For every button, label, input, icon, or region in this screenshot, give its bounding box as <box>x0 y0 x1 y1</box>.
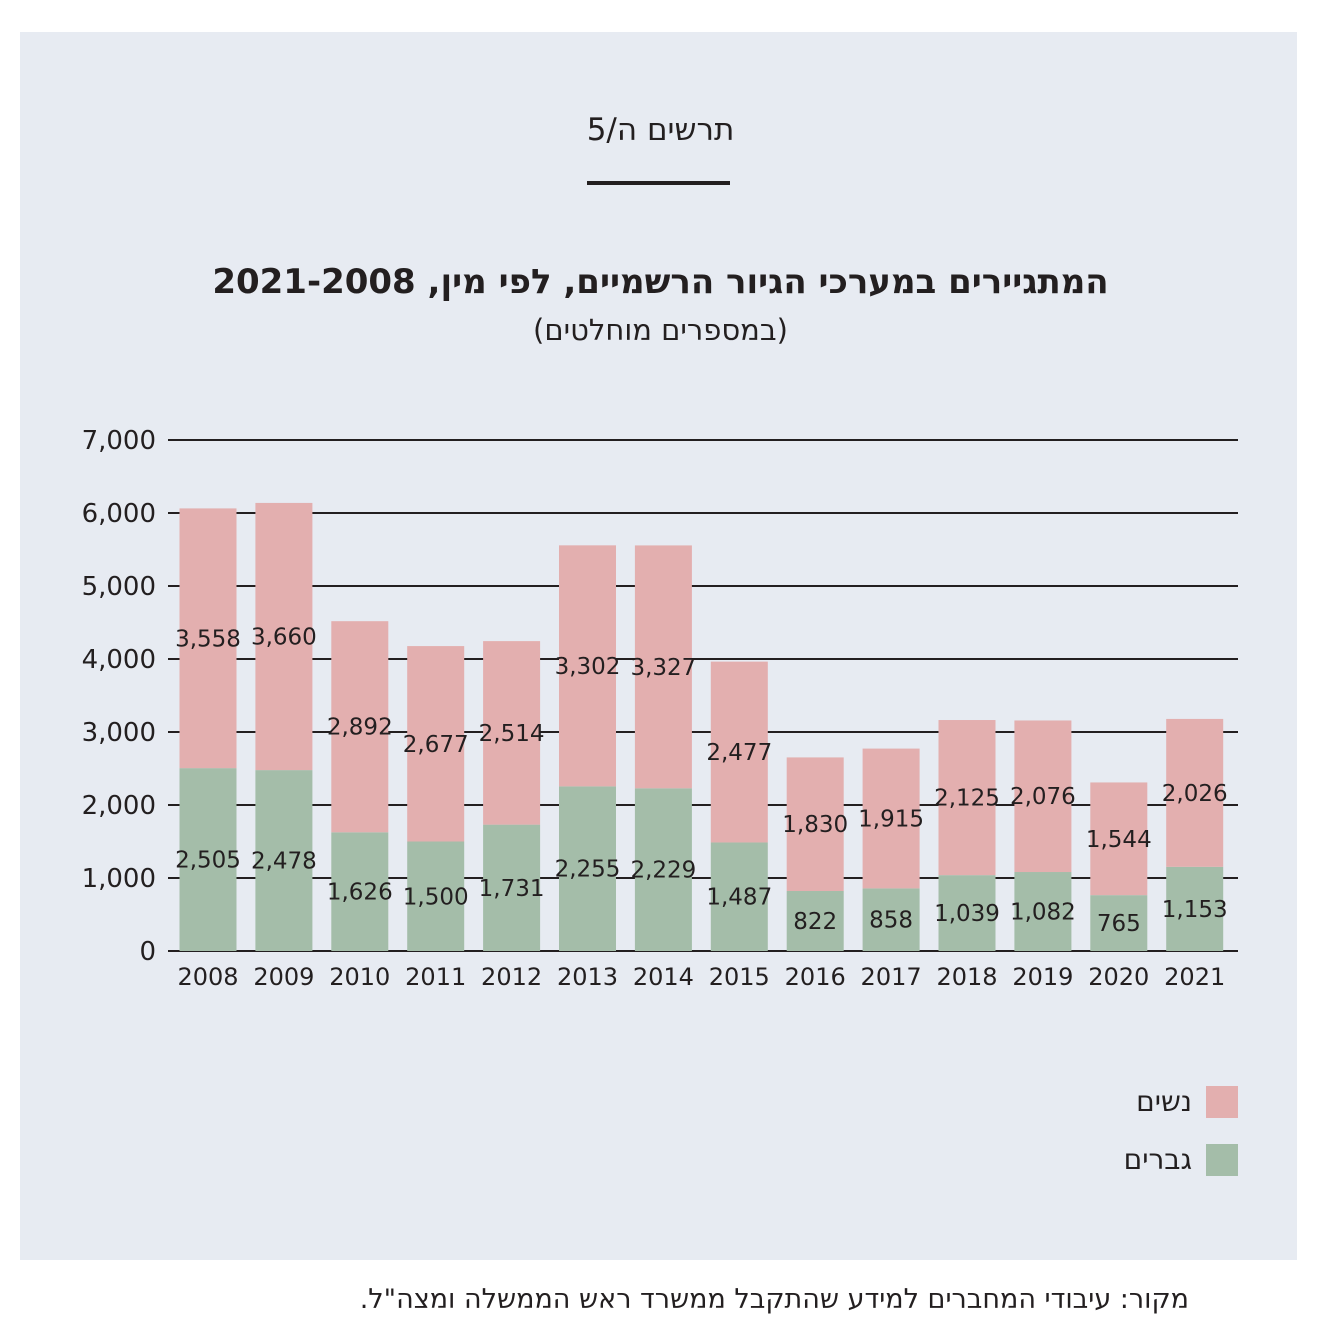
data-label-women: 2,026 <box>1162 781 1228 807</box>
legend-swatch-men <box>1206 1143 1238 1176</box>
figure-label-underline <box>587 181 730 185</box>
x-tick-label: 2018 <box>936 963 997 991</box>
bar-men <box>938 875 996 951</box>
x-tick-label: 2014 <box>633 963 694 991</box>
data-label-men: 2,255 <box>555 857 621 883</box>
y-tick-label: 0 <box>139 937 156 967</box>
x-tick-label: 2019 <box>1012 963 1073 991</box>
legend-item-men: גברים <box>1124 1143 1238 1176</box>
bar-women <box>710 661 768 843</box>
x-tick-label: 2016 <box>785 963 846 991</box>
data-label-men: 1,487 <box>706 885 772 911</box>
figure-label: תרשים ה/5 <box>586 112 735 148</box>
data-label-men: 858 <box>869 908 913 934</box>
x-tick-label: 2020 <box>1088 963 1149 991</box>
y-tick-label: 5,000 <box>82 572 156 602</box>
bar-men <box>786 890 844 951</box>
bar-women <box>1090 782 1148 896</box>
bars <box>179 502 1224 951</box>
data-label-women: 3,302 <box>555 654 621 680</box>
bar-men <box>710 842 768 951</box>
x-tick-label: 2011 <box>405 963 466 991</box>
bar-men <box>255 770 313 951</box>
data-label-men: 822 <box>793 909 837 935</box>
y-tick-label: 1,000 <box>82 864 156 894</box>
data-label-men: 1,626 <box>327 880 393 906</box>
bar-women <box>938 720 996 876</box>
chart-title: המתגיירים במערכי הגיור הרשמיים, לפי מין,… <box>212 262 1109 302</box>
bar-men <box>1014 872 1072 951</box>
y-tick-label: 7,000 <box>82 426 156 456</box>
x-tick-label: 2021 <box>1164 963 1225 991</box>
chart-subtitle: (במספרים מוחלטים) <box>533 313 788 347</box>
data-label-men: 2,229 <box>630 858 696 884</box>
data-label-women: 2,076 <box>1010 784 1076 810</box>
data-label-women: 3,327 <box>630 655 696 681</box>
bar-women <box>862 748 920 889</box>
y-axis-ticks: 0 1,000 2,000 3,000 4,000 5,000 6,000 7,000 <box>82 426 156 967</box>
x-tick-label: 2013 <box>557 963 618 991</box>
x-axis-ticks: 2008 2009 2010 2011 2012 2013 2014 2015 2016 2017… <box>177 963 1225 991</box>
bar-women <box>483 641 541 825</box>
data-label-men: 1,153 <box>1162 897 1228 923</box>
bar-women <box>1166 718 1224 867</box>
y-tick-label: 6,000 <box>82 499 156 529</box>
data-label-women: 3,660 <box>251 625 317 651</box>
bar-women <box>786 757 844 891</box>
bar-women <box>1014 720 1072 873</box>
bar-women <box>559 545 616 787</box>
data-label-women: 2,125 <box>934 786 1000 812</box>
x-tick-label: 2012 <box>481 963 542 991</box>
bar-men <box>1166 866 1224 951</box>
legend-item-women: נשים <box>1136 1085 1238 1118</box>
data-label-women: 2,677 <box>403 732 469 758</box>
data-label-men: 1,039 <box>934 901 1000 927</box>
data-label-women: 2,514 <box>479 721 545 747</box>
data-label-men: 765 <box>1097 911 1141 937</box>
bar-men <box>483 824 541 951</box>
data-label-women: 3,558 <box>175 626 241 652</box>
bar-men <box>407 841 465 951</box>
gridlines <box>168 439 1238 952</box>
data-label-men: 1,500 <box>403 884 469 910</box>
data-label-women: 1,544 <box>1086 827 1152 853</box>
bar-men <box>179 768 237 951</box>
data-label-men: 1,731 <box>479 876 545 902</box>
y-tick-label: 4,000 <box>82 645 156 675</box>
bar-women <box>331 621 389 833</box>
bar-women <box>179 508 237 769</box>
x-tick-label: 2008 <box>177 963 238 991</box>
bar-men <box>862 888 920 951</box>
data-label-men: 2,478 <box>251 849 317 875</box>
legend-swatch-women <box>1206 1085 1238 1118</box>
source-note: מקור: עיבודי המחברים למידע שהתקבל ממשרד … <box>359 1284 1189 1315</box>
x-tick-label: 2009 <box>253 963 314 991</box>
bar-women <box>255 502 313 771</box>
data-label-women: 2,892 <box>327 715 393 741</box>
bar-men <box>1090 895 1148 951</box>
bar-men <box>331 832 389 951</box>
y-tick-label: 2,000 <box>82 791 156 821</box>
data-label-men: 1,082 <box>1010 900 1076 926</box>
bar-men <box>559 786 616 951</box>
legend-label-women: נשים <box>1136 1085 1192 1118</box>
data-label-women: 2,477 <box>706 740 772 766</box>
data-label-women: 1,915 <box>858 806 924 832</box>
data-label-men: 2,505 <box>175 848 241 874</box>
y-tick-label: 3,000 <box>82 718 156 748</box>
x-tick-label: 2015 <box>709 963 770 991</box>
data-labels: 2,505 3,558 2,478 3,660 1,626 2,892 1,500 2,677… <box>175 625 1228 938</box>
x-tick-label: 2017 <box>861 963 922 991</box>
bar-women <box>407 646 465 842</box>
legend-label-men: גברים <box>1123 1143 1192 1176</box>
data-label-women: 1,830 <box>782 812 848 838</box>
bar-women <box>634 545 692 789</box>
x-tick-label: 2010 <box>329 963 390 991</box>
bar-men <box>634 788 692 951</box>
